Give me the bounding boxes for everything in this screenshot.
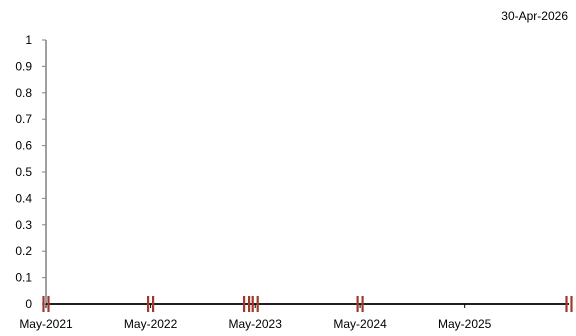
break-marker [356, 296, 364, 312]
y-tick-label: 0.8 [15, 86, 32, 100]
y-tick-label: 1 [25, 33, 32, 47]
chart-date-label: 30-Apr-2026 [501, 9, 568, 23]
y-tick-label: 0.7 [15, 112, 32, 126]
x-tick-label: May-2025 [438, 317, 492, 331]
x-tick-label: May-2022 [124, 317, 178, 331]
x-axis: May-2021 May-2022 May-2023 May-2024 May-2025 [19, 303, 569, 331]
break-markers [42, 296, 573, 312]
x-tick-label: May-2023 [229, 317, 283, 331]
break-marker [243, 296, 251, 312]
break-marker [147, 296, 155, 312]
y-axis: 0 0.1 0.2 0.3 0.4 0.5 0.6 0.7 0.8 0.9 1 [15, 33, 47, 311]
y-tick-label: 0 [25, 297, 32, 311]
x-tick-label: May-2021 [19, 317, 73, 331]
break-marker [565, 296, 573, 312]
y-tick-label: 0.9 [15, 59, 32, 73]
y-tick-label: 0.2 [15, 244, 32, 258]
y-tick-label: 0.4 [15, 191, 32, 205]
y-tick-label: 0.1 [15, 271, 32, 285]
y-tick-label: 0.3 [15, 218, 32, 232]
y-tick-label: 0.6 [15, 139, 32, 153]
x-tick-label: May-2024 [333, 317, 387, 331]
y-tick-label: 0.5 [15, 165, 32, 179]
break-marker [251, 296, 259, 312]
break-marker [42, 296, 50, 312]
